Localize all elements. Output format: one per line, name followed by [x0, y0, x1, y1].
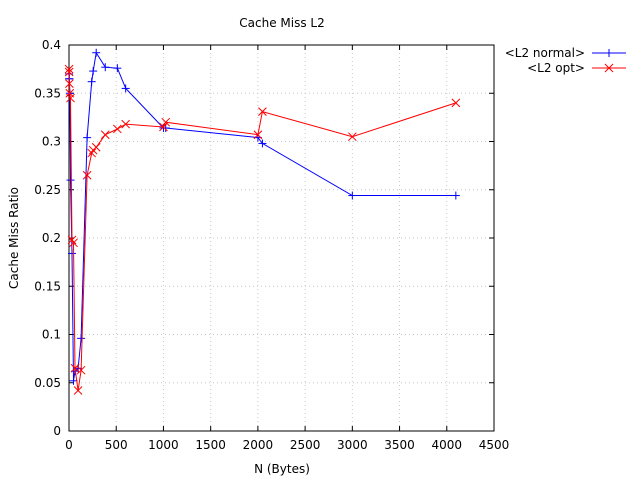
- series-group: [65, 49, 460, 395]
- x-tick-label: 3500: [384, 438, 415, 452]
- legend: <L2 normal><L2 opt>: [505, 46, 626, 75]
- x-tick-label: 3000: [337, 438, 368, 452]
- axis-ticks: 0 500 1000 1500 2000 2500 3000 3500 4000 4500 0 0.0…: [34, 38, 509, 452]
- series-l2-normal-point: [89, 67, 97, 75]
- series-l2-normal-point: [348, 192, 356, 200]
- series-l2-opt-legend-label: <L2 opt>: [527, 61, 585, 75]
- y-tick-label: 0.2: [42, 231, 61, 245]
- y-tick-label: 0.3: [42, 135, 61, 149]
- series-l2-opt-point: [88, 149, 96, 157]
- series-l2-normal-point: [452, 192, 460, 200]
- x-tick-label: 500: [105, 438, 128, 452]
- series-l2-normal-point: [113, 64, 121, 72]
- series-l2-opt-point: [452, 99, 460, 107]
- grid-lines: [69, 45, 494, 431]
- series-l2-opt-point: [92, 143, 100, 151]
- x-tick-label: 4500: [479, 438, 510, 452]
- y-tick-label: 0.25: [34, 183, 61, 197]
- chart-title: Cache Miss L2: [239, 16, 324, 30]
- series-l2-normal-point: [101, 63, 109, 71]
- series-l2-normal-point: [83, 134, 91, 142]
- series-l2-normal-point: [92, 49, 100, 57]
- y-tick-label: 0.4: [42, 38, 61, 52]
- x-tick-label: 2500: [290, 438, 321, 452]
- y-tick-label: 0.05: [34, 376, 61, 390]
- y-tick-label: 0.1: [42, 328, 61, 342]
- series-l2-opt-line: [69, 69, 456, 390]
- y-tick-label: 0: [53, 424, 61, 438]
- y-axis-label: Cache Miss Ratio: [7, 187, 21, 289]
- series-l2-opt-point: [101, 131, 109, 139]
- series-l2-opt-point: [258, 108, 266, 116]
- x-axis-label: N (Bytes): [254, 462, 310, 476]
- series-l2-normal-line: [69, 53, 456, 381]
- series-l2-normal-legend-marker: [605, 49, 613, 57]
- y-tick-label: 0.35: [34, 86, 61, 100]
- series-l2-opt-point: [113, 125, 121, 133]
- series-l2-normal-point: [67, 176, 75, 184]
- y-tick-label: 0.15: [34, 279, 61, 293]
- x-tick-label: 0: [65, 438, 73, 452]
- x-tick-label: 4000: [432, 438, 463, 452]
- x-tick-label: 2000: [243, 438, 274, 452]
- x-tick-label: 1000: [148, 438, 179, 452]
- x-tick-label: 1500: [195, 438, 226, 452]
- series-l2-normal-point: [77, 334, 85, 342]
- series-l2-normal-legend-label: <L2 normal>: [505, 46, 585, 60]
- series-l2-normal-point: [88, 78, 96, 86]
